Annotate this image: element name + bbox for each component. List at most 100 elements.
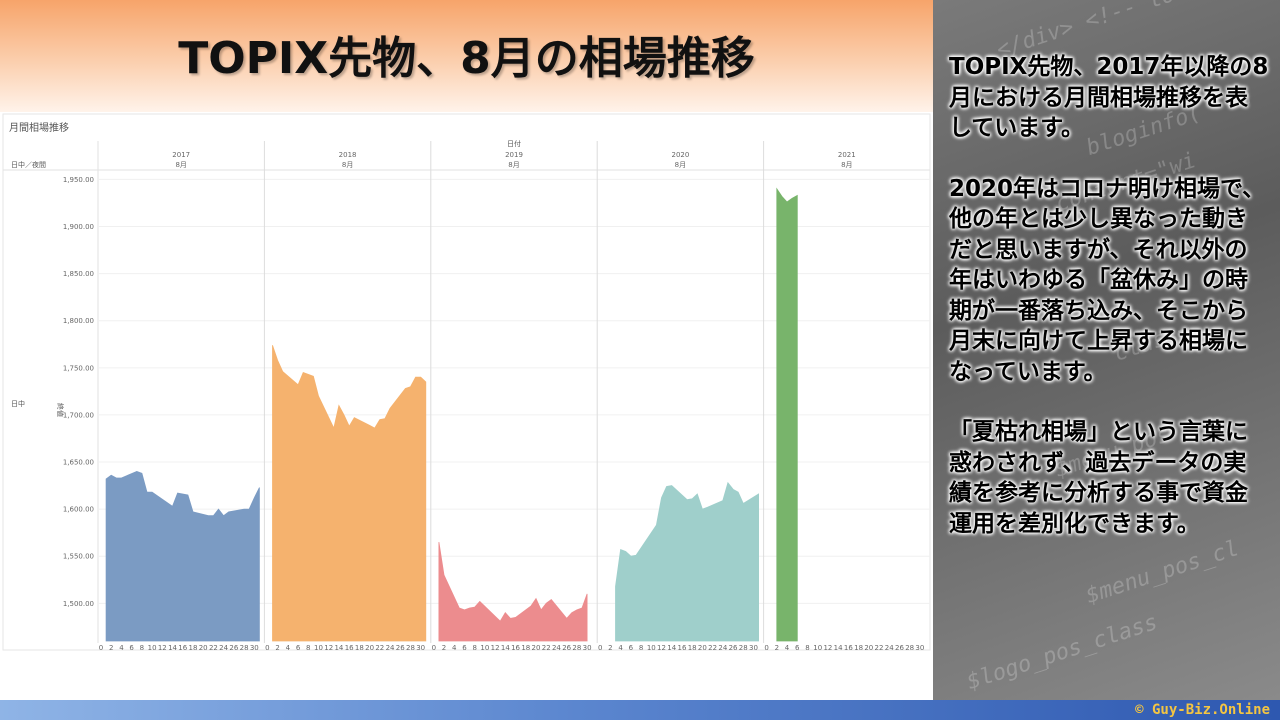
x-tick-label: 28 [406, 644, 415, 652]
x-tick-label: 30 [749, 644, 758, 652]
x-tick-label: 26 [229, 644, 238, 652]
year-header: 2017 [172, 151, 190, 159]
x-tick-label: 0 [99, 644, 103, 652]
x-tick-label: 20 [365, 644, 374, 652]
x-tick-label: 2 [109, 644, 113, 652]
x-tick-label: 30 [915, 644, 924, 652]
x-tick-label: 6 [629, 644, 634, 652]
side-paragraph-2: 2020年はコロナ明け相場で、他の年とは少し異なった動きだと思いますが、それ以外… [949, 175, 1266, 385]
x-tick-label: 22 [375, 644, 384, 652]
x-tick-label: 16 [844, 644, 853, 652]
x-tick-label: 12 [657, 644, 666, 652]
chart-panel: 月間相場推移 日付 日中／夜間 日中 終値 1,950.00 1,900.00 1,… [2, 113, 931, 652]
x-tick-label: 2 [608, 644, 612, 652]
x-tick-label: 26 [396, 644, 405, 652]
row-value-label: 日中 [11, 399, 25, 408]
column-header-label: 日付 [507, 139, 521, 148]
month-header: 8月 [675, 161, 686, 169]
x-tick-label: 10 [813, 644, 822, 652]
side-description: TOPIX先物、2017年以降の8月における月間相場推移を表しています。 202… [949, 52, 1269, 569]
side-paragraph-3: 「夏枯れ相場」という言葉に惑わされず、過去データの実績を参考に分析する事で資金運… [949, 419, 1248, 537]
x-tick-label: 20 [864, 644, 873, 652]
x-tick-label: 0 [432, 644, 436, 652]
area-series-2017 [105, 470, 260, 642]
x-tick-label: 24 [885, 644, 894, 652]
x-tick-label: 28 [572, 644, 581, 652]
chart-title: 月間相場推移 [9, 121, 69, 134]
x-tick-label: 18 [521, 644, 530, 652]
x-tick-label: 16 [178, 644, 187, 652]
x-tick-label: 4 [618, 644, 623, 652]
x-tick-label: 6 [462, 644, 467, 652]
x-tick-label: 28 [905, 644, 914, 652]
area-series-2019 [438, 542, 588, 642]
x-tick-label: 6 [129, 644, 134, 652]
x-tick-label: 0 [764, 644, 768, 652]
x-tick-label: 8 [140, 644, 144, 652]
footer-bar: © Guy-Biz.Online [0, 700, 1280, 720]
x-tick-label: 22 [708, 644, 717, 652]
x-tick-label: 14 [667, 644, 676, 652]
x-tick-label: 6 [296, 644, 301, 652]
y-axis-label: 終値 [56, 403, 65, 417]
slide-title: TOPIX先物、8月の相場推移 [178, 33, 755, 84]
x-tick-label: 20 [532, 644, 541, 652]
y-tick-label: 1,650.00 [63, 459, 94, 467]
x-tick-label: 18 [355, 644, 364, 652]
x-tick-label: 24 [552, 644, 561, 652]
x-tick-label: 2 [275, 644, 279, 652]
x-tick-label: 28 [240, 644, 249, 652]
month-header: 8月 [175, 161, 186, 169]
y-tick-label: 1,500.00 [63, 600, 94, 608]
x-tick-label: 10 [314, 644, 323, 652]
x-tick-label: 4 [119, 644, 124, 652]
side-panel: </div> <!-- lo bloginfo( 'ch content="wi… [933, 0, 1280, 700]
x-tick-label: 24 [718, 644, 727, 652]
row-header-label: 日中／夜間 [11, 160, 46, 169]
x-tick-label: 8 [472, 644, 476, 652]
x-tick-label: 10 [647, 644, 656, 652]
x-tick-label: 14 [501, 644, 510, 652]
x-tick-label: 24 [386, 644, 395, 652]
x-tick-label: 14 [834, 644, 843, 652]
x-tick-label: 22 [875, 644, 884, 652]
x-tick-label: 18 [189, 644, 198, 652]
year-header: 2019 [505, 151, 523, 159]
x-tick-label: 24 [219, 644, 228, 652]
y-tick-label: 1,550.00 [63, 553, 94, 561]
x-tick-label: 12 [491, 644, 500, 652]
x-tick-label: 28 [739, 644, 748, 652]
side-paragraph-1: TOPIX先物、2017年以降の8月における月間相場推移を表しています。 [949, 54, 1269, 141]
x-tick-label: 8 [639, 644, 643, 652]
x-tick-label: 30 [250, 644, 259, 652]
year-header: 2021 [838, 151, 856, 159]
y-tick-label: 1,750.00 [63, 364, 94, 372]
slide-header: TOPIX先物、8月の相場推移 [0, 0, 933, 112]
x-tick-label: 22 [542, 644, 551, 652]
x-tick-label: 14 [168, 644, 177, 652]
x-tick-label: 26 [729, 644, 738, 652]
x-tick-label: 18 [688, 644, 697, 652]
x-tick-label: 12 [324, 644, 333, 652]
x-tick-label: 16 [511, 644, 520, 652]
x-tick-label: 26 [562, 644, 571, 652]
x-tick-label: 30 [583, 644, 592, 652]
month-header: 8月 [508, 161, 519, 169]
y-tick-label: 1,700.00 [63, 411, 94, 419]
month-header: 8月 [841, 161, 852, 169]
x-tick-label: 4 [286, 644, 291, 652]
x-tick-label: 12 [823, 644, 832, 652]
x-tick-label: 16 [677, 644, 686, 652]
x-tick-label: 14 [334, 644, 343, 652]
x-tick-label: 10 [148, 644, 157, 652]
year-header: 2020 [671, 151, 689, 159]
x-tick-label: 0 [265, 644, 269, 652]
x-tick-label: 30 [416, 644, 425, 652]
area-series-2018 [272, 345, 427, 642]
x-tick-label: 18 [854, 644, 863, 652]
y-tick-label: 1,850.00 [63, 270, 94, 278]
x-tick-label: 10 [480, 644, 489, 652]
y-tick-label: 1,950.00 [63, 176, 94, 184]
month-header: 8月 [342, 161, 353, 169]
year-header: 2018 [339, 151, 357, 159]
